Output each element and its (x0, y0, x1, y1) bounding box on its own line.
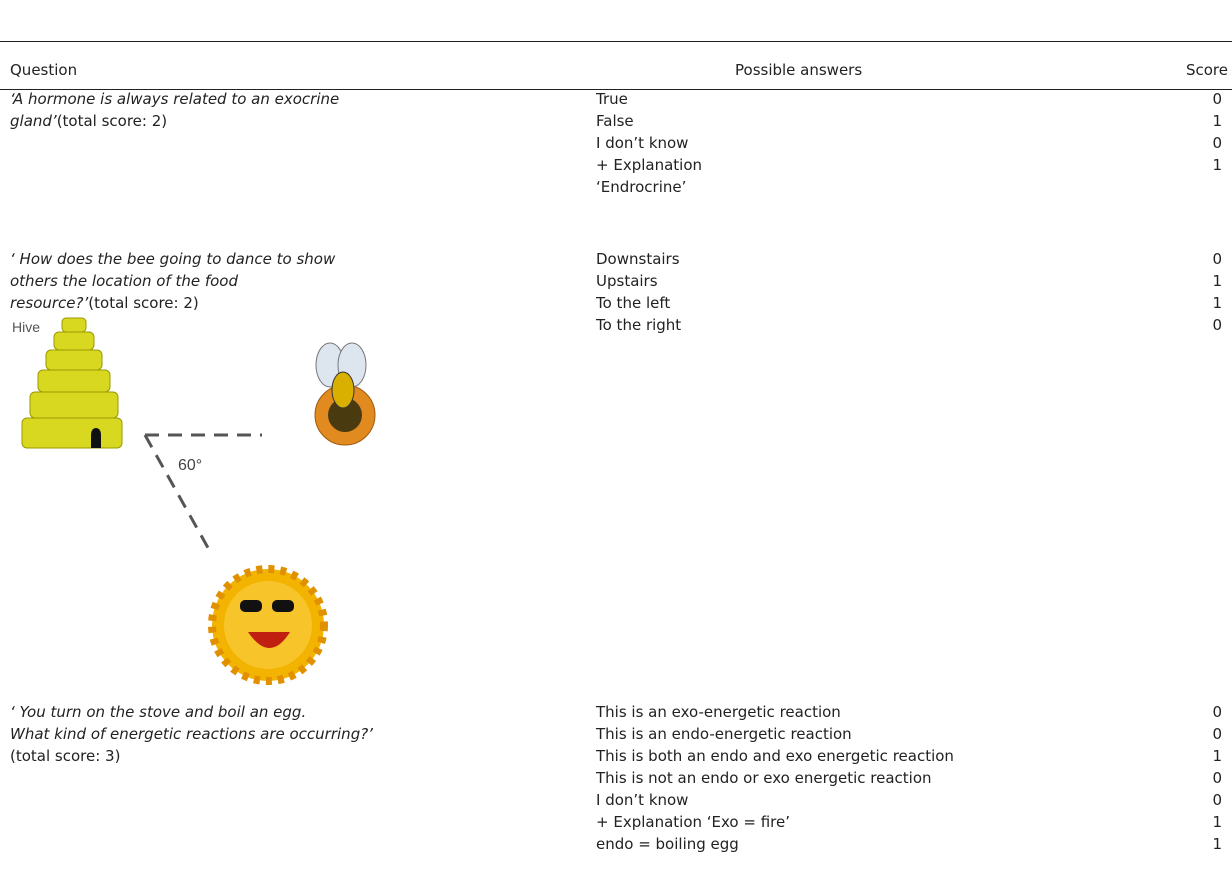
question: ‘ You turn on the stove and boil an egg.… (10, 701, 373, 767)
score: 0 (1212, 250, 1222, 268)
answer: Upstairs (596, 272, 658, 290)
score: 1 (1212, 835, 1222, 853)
score: 0 (1212, 90, 1222, 108)
answer: endo = boiling egg (596, 835, 739, 853)
answer: False (596, 112, 634, 130)
top-rule (0, 41, 1232, 42)
score: 1 (1212, 294, 1222, 312)
answer: This is not an endo or exo energetic rea… (596, 769, 932, 787)
answer: This is both an endo and exo energetic r… (596, 747, 954, 765)
header-question: Question (10, 61, 78, 79)
answer: + Explanation ‘Exo = fire’ (596, 813, 790, 831)
header-answers: Possible answers (735, 61, 863, 79)
answer: This is an endo-energetic reaction (596, 725, 852, 743)
answer: Downstairs (596, 250, 680, 268)
score: 0 (1212, 134, 1222, 152)
bee-figure: Hive 60° (12, 317, 376, 685)
answer: ‘Endrocrine’ (596, 178, 687, 196)
total-score: (total score: 2) (88, 294, 199, 312)
sun (208, 565, 328, 685)
answer: To the left (596, 294, 671, 312)
header-score: Score (1185, 61, 1228, 79)
score: 0 (1212, 725, 1222, 743)
question-line: What kind of energetic reactions are occ… (10, 723, 373, 745)
question-line: ‘ You turn on the stove and boil an egg. (10, 701, 373, 723)
answer: I don’t know (596, 791, 689, 809)
question: ‘ How does the bee going to dance to sho… (10, 248, 345, 314)
score: 0 (1212, 791, 1222, 809)
question-text: ‘ You turn on the stove and boil an egg. (10, 703, 307, 721)
bee-on-flower (314, 342, 376, 446)
question-text: What kind of energetic reactions are occ… (10, 725, 373, 743)
score: 1 (1212, 156, 1222, 174)
score: 0 (1212, 316, 1222, 334)
score: 0 (1212, 769, 1222, 787)
answer: I don’t know (596, 134, 689, 152)
score: 1 (1212, 747, 1222, 765)
answer: This is an exo-energetic reaction (596, 703, 841, 721)
total-score: (total score: 2) (56, 112, 168, 130)
score: 0 (1212, 703, 1222, 721)
question-text: ‘A hormone is always related to an exocr… (10, 90, 340, 130)
answer: True (596, 90, 628, 108)
hive-label: Hive (12, 319, 40, 335)
hive (21, 317, 123, 449)
question: ‘A hormone is always related to an exocr… (10, 88, 345, 132)
answer: + Explanation (596, 156, 703, 174)
score: 1 (1212, 112, 1222, 130)
total-score: (total score: 3) (10, 747, 121, 765)
answer: To the right (596, 316, 682, 334)
angle-lines (143, 433, 262, 556)
score: 1 (1212, 813, 1222, 831)
angle-label: 60° (178, 457, 202, 474)
header-rule (0, 89, 1232, 90)
question-text: ‘ How does the bee going to dance to sho… (10, 250, 336, 312)
score: 1 (1212, 272, 1222, 290)
